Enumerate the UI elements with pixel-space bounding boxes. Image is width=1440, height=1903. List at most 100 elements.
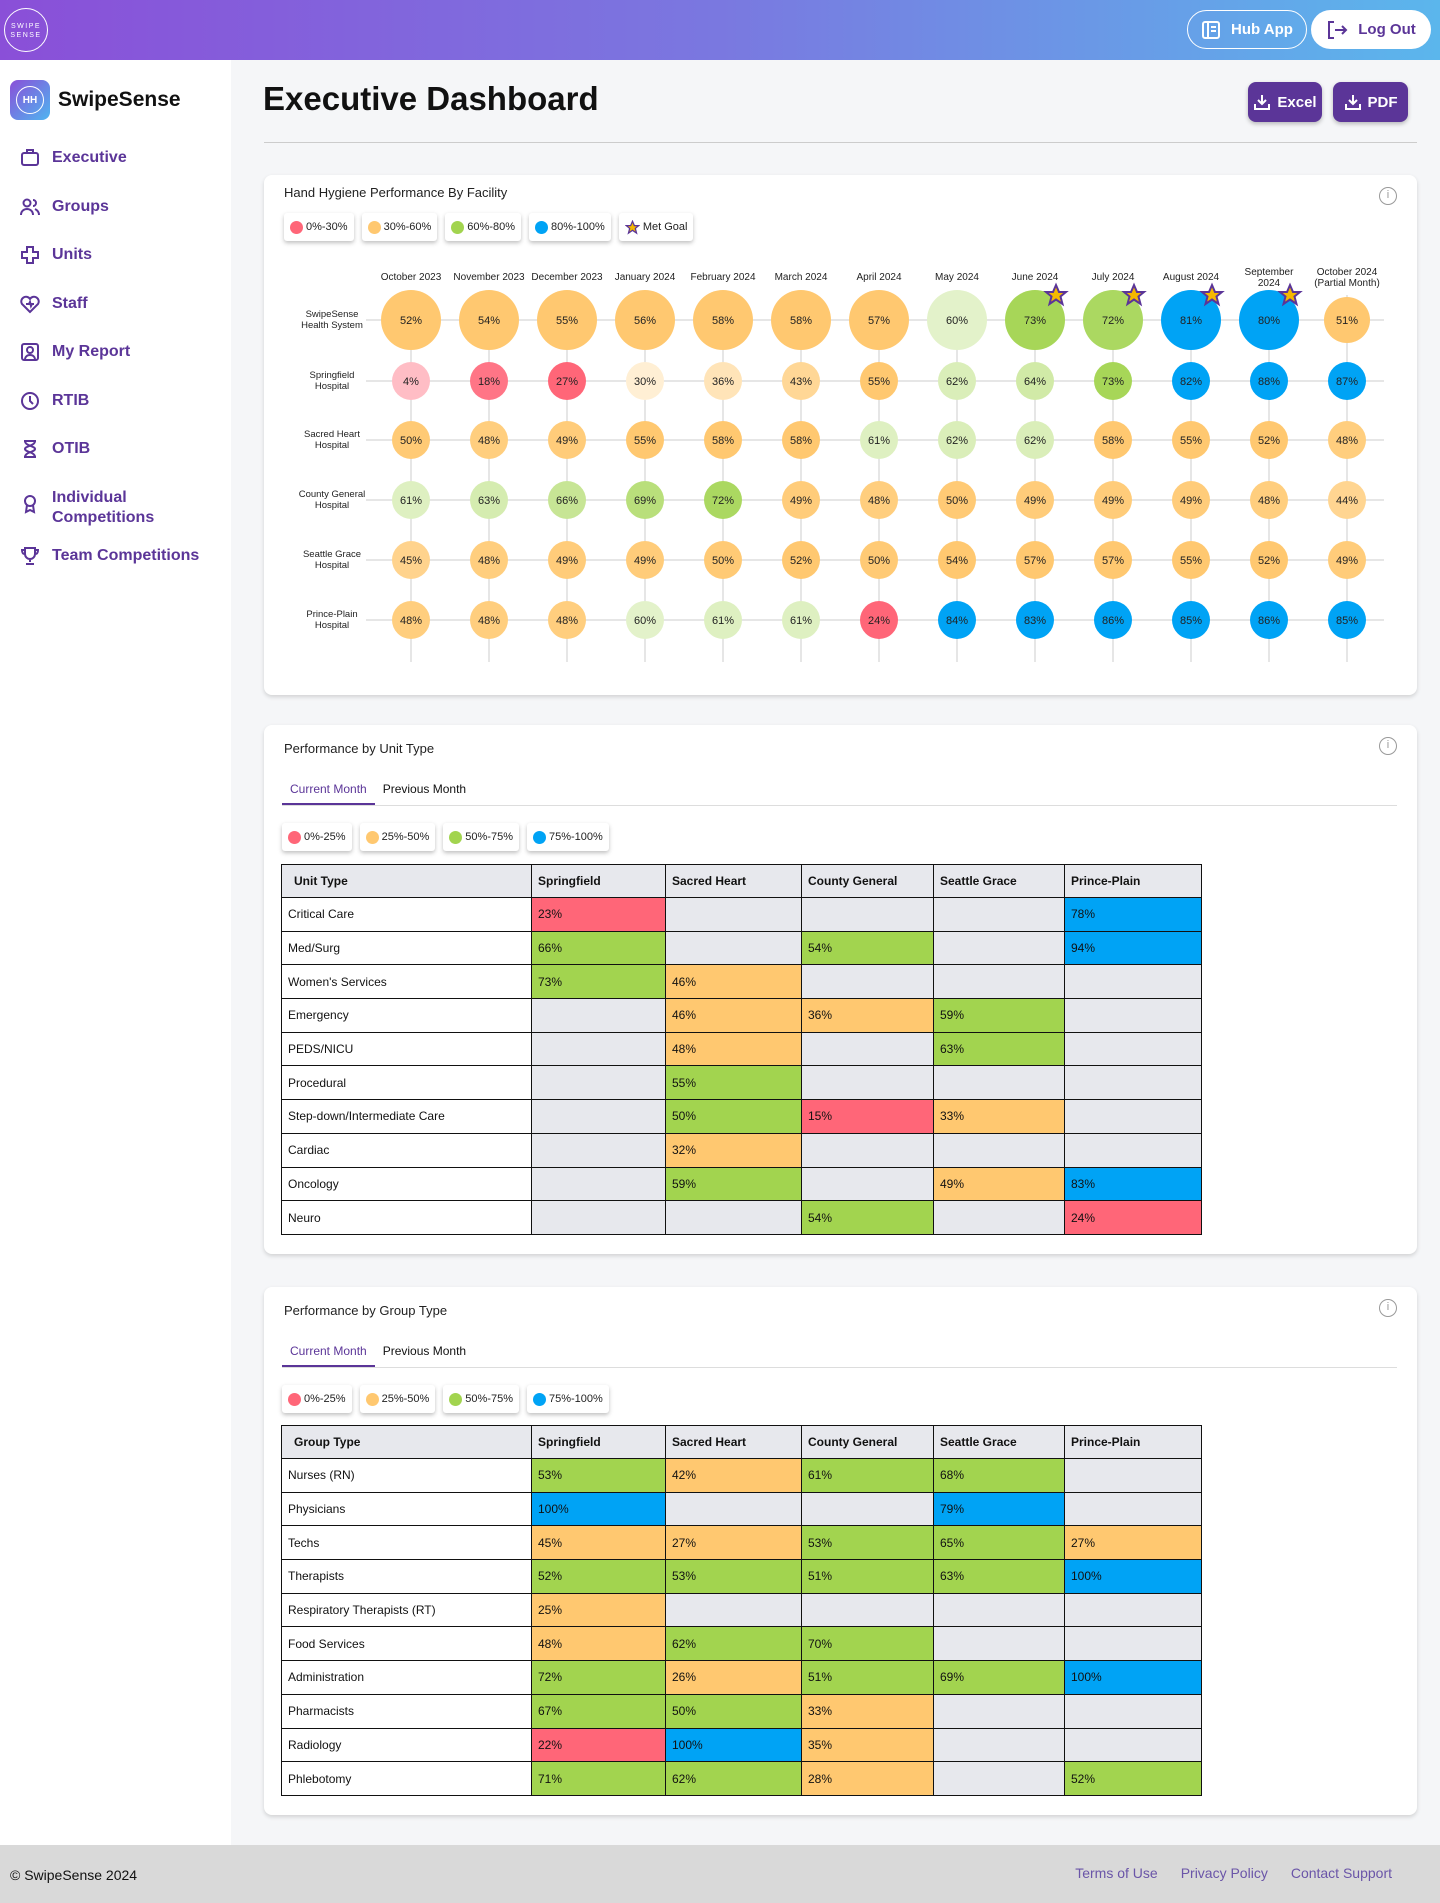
privacy-policy-link[interactable]: Privacy Policy: [1180, 1865, 1268, 1881]
bubble[interactable]: [1094, 362, 1132, 400]
bubble[interactable]: [1328, 362, 1366, 400]
sidebar-item-my-report[interactable]: My Report: [20, 342, 199, 391]
bubble[interactable]: [1172, 601, 1210, 639]
bubble[interactable]: [1094, 601, 1132, 639]
bubble[interactable]: [704, 362, 742, 400]
bubble[interactable]: [860, 362, 898, 400]
sidebar-item-groups[interactable]: Groups: [20, 197, 199, 246]
bubble[interactable]: [1250, 362, 1288, 400]
bubble[interactable]: [1016, 481, 1054, 519]
bubble[interactable]: [1161, 290, 1221, 350]
bubble[interactable]: [1016, 601, 1054, 639]
bubble[interactable]: [1328, 481, 1366, 519]
bubble[interactable]: [860, 481, 898, 519]
contact-support-link[interactable]: Contact Support: [1290, 1865, 1392, 1881]
bubble[interactable]: [626, 421, 664, 459]
bubble[interactable]: [1172, 421, 1210, 459]
bubble[interactable]: [860, 421, 898, 459]
sidebar-item-otib[interactable]: OTIB: [20, 439, 199, 488]
bubble[interactable]: [771, 290, 831, 350]
bubble[interactable]: [392, 541, 430, 579]
bubble[interactable]: [548, 541, 586, 579]
bubble[interactable]: [470, 541, 508, 579]
bubble[interactable]: [381, 290, 441, 350]
brand[interactable]: HH SwipeSense: [10, 80, 181, 120]
bubble[interactable]: [626, 362, 664, 400]
sidebar-item-units[interactable]: Units: [20, 245, 199, 294]
tab-current-month[interactable]: Current Month: [282, 1338, 375, 1367]
bubble[interactable]: [938, 481, 976, 519]
bubble[interactable]: [615, 290, 675, 350]
bubble[interactable]: [626, 481, 664, 519]
bubble[interactable]: [1094, 541, 1132, 579]
bubble[interactable]: [1328, 541, 1366, 579]
bubble[interactable]: [548, 362, 586, 400]
bubble[interactable]: [548, 601, 586, 639]
bubble[interactable]: [1016, 362, 1054, 400]
bubble[interactable]: [938, 362, 976, 400]
bubble[interactable]: [782, 362, 820, 400]
bubble[interactable]: [392, 601, 430, 639]
bubble[interactable]: [1094, 481, 1132, 519]
bubble[interactable]: [860, 541, 898, 579]
tab-previous-month[interactable]: Previous Month: [382, 1344, 467, 1358]
bubble[interactable]: [693, 290, 753, 350]
bubble[interactable]: [1016, 421, 1054, 459]
bubble[interactable]: [1083, 290, 1143, 350]
bubble[interactable]: [860, 601, 898, 639]
bubble[interactable]: [938, 601, 976, 639]
swipesense-logo[interactable]: SWIPE SENSE: [4, 8, 48, 52]
tab-previous-month[interactable]: Previous Month: [382, 782, 467, 796]
bubble[interactable]: [392, 362, 430, 400]
bubble[interactable]: [927, 290, 987, 350]
bubble[interactable]: [938, 541, 976, 579]
export-excel-button[interactable]: Excel: [1248, 82, 1322, 122]
export-pdf-button[interactable]: PDF: [1333, 82, 1408, 122]
bubble[interactable]: [548, 421, 586, 459]
info-icon[interactable]: i: [1379, 737, 1397, 755]
bubble[interactable]: [548, 481, 586, 519]
bubble[interactable]: [1328, 421, 1366, 459]
bubble[interactable]: [782, 601, 820, 639]
bubble[interactable]: [1172, 481, 1210, 519]
bubble[interactable]: [1250, 421, 1288, 459]
bubble[interactable]: [1250, 541, 1288, 579]
sidebar-item-staff[interactable]: Staff: [20, 294, 199, 343]
tab-current-month[interactable]: Current Month: [282, 776, 375, 805]
bubble[interactable]: [1239, 290, 1299, 350]
bubble[interactable]: [1005, 290, 1065, 350]
bubble[interactable]: [1172, 362, 1210, 400]
bubble[interactable]: [1250, 601, 1288, 639]
bubble[interactable]: [1324, 297, 1370, 343]
bubble[interactable]: [470, 481, 508, 519]
bubble[interactable]: [782, 481, 820, 519]
bubble[interactable]: [537, 290, 597, 350]
log-out-button[interactable]: Log Out: [1311, 10, 1431, 49]
terms-of-use-link[interactable]: Terms of Use: [1075, 1865, 1158, 1881]
bubble[interactable]: [782, 421, 820, 459]
sidebar-item-executive[interactable]: Executive: [20, 148, 199, 197]
bubble[interactable]: [470, 362, 508, 400]
sidebar-item-individual-competitions[interactable]: Individual Competitions: [20, 488, 199, 546]
bubble[interactable]: [392, 421, 430, 459]
info-icon[interactable]: i: [1379, 1299, 1397, 1317]
bubble[interactable]: [704, 481, 742, 519]
hub-app-button[interactable]: Hub App: [1187, 10, 1307, 49]
sidebar-item-team-competitions[interactable]: Team Competitions: [20, 546, 199, 595]
bubble[interactable]: [704, 421, 742, 459]
bubble[interactable]: [392, 481, 430, 519]
info-icon[interactable]: i: [1379, 187, 1397, 205]
bubble[interactable]: [459, 290, 519, 350]
bubble[interactable]: [470, 601, 508, 639]
bubble[interactable]: [1094, 421, 1132, 459]
bubble[interactable]: [1016, 541, 1054, 579]
bubble[interactable]: [782, 541, 820, 579]
bubble[interactable]: [626, 541, 664, 579]
bubble[interactable]: [1172, 541, 1210, 579]
bubble[interactable]: [704, 541, 742, 579]
bubble[interactable]: [704, 601, 742, 639]
bubble[interactable]: [1328, 601, 1366, 639]
bubble[interactable]: [470, 421, 508, 459]
bubble[interactable]: [849, 290, 909, 350]
sidebar-item-rtib[interactable]: RTIB: [20, 391, 199, 440]
